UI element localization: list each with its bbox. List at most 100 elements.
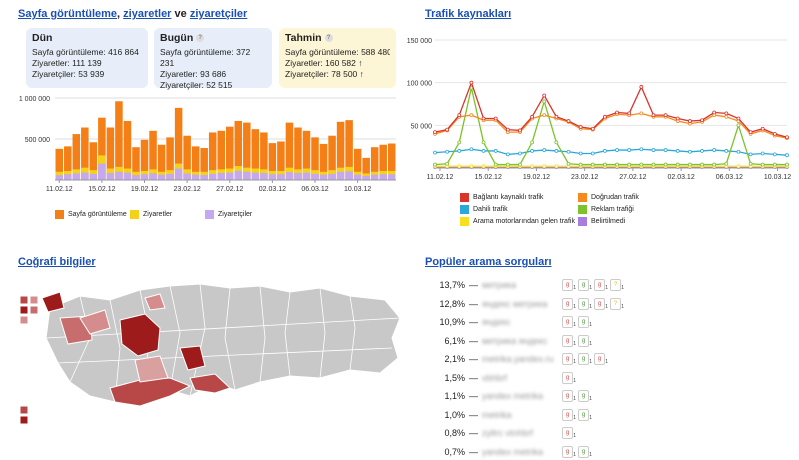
bar-visitors [115,171,123,180]
query-row[interactable]: 0,8% — zyltrc vtnhbrf g 1 [425,426,578,440]
legend-swatch [578,217,587,226]
turkey-map[interactable] [20,278,410,438]
help-icon[interactable]: ? [196,34,205,43]
bar-visitors [370,174,379,180]
bar-pageviews [328,135,336,180]
series-point [554,114,559,119]
query-row[interactable]: 1,5% — vbhbrf g 1 [425,371,578,385]
series-point [772,152,777,157]
traffic-link[interactable]: Trafik kaynakları [425,8,512,20]
traffic-legend-item[interactable]: Dahili trafik [460,205,508,214]
bar-visitors [379,174,387,180]
series-point [785,135,789,140]
query-text[interactable]: яндекс [482,317,511,327]
traffic-legend-item[interactable]: Bağlantı kaynaklı trafik [460,193,543,202]
visits-link[interactable]: ziyaretler [123,8,172,20]
query-row[interactable]: 12,8% — яндекс метрика g 1 g 1 g 1? 1 [425,297,626,311]
query-dash: — [469,317,478,327]
bar-pageviews [226,126,234,180]
bar-pageviews [174,107,183,180]
query-row[interactable]: 0,7% — yandex metrika g 1 g 1 [425,445,594,459]
traffic-legend-item[interactable]: Arama motorlarından gelen trafik [460,217,575,226]
visitors-link[interactable]: ziyaretçiler [189,8,248,20]
traffic-legend-item[interactable]: Belirtilmedi [578,217,625,226]
series-point [481,116,486,121]
query-text[interactable]: metrika [482,409,512,420]
bar-visitors [345,171,353,180]
series-point [700,162,704,167]
series-point [663,148,668,152]
help-icon[interactable]: ? [324,34,333,43]
query-percent: 10,9% [439,317,465,327]
legend-label: Sayfa görüntüleme [68,211,127,218]
query-text[interactable]: yandex metrika [482,446,544,457]
bar-visitors [302,172,311,180]
search-engine-count: 1 [589,396,592,402]
search-engine-count: 1 [573,285,576,291]
pageviews-chart: 1 000 000 500 000 11.02.12 15.02.12 19.02.12… [19,96,396,193]
search-engine-count: 1 [573,340,576,347]
geo-link[interactable]: Coğrafi bilgiler [18,256,96,268]
series-point [542,148,547,152]
bar-pageviews [89,142,98,180]
search-engine-count: 1 [605,303,608,310]
y-tick-label: 1 000 000 [19,96,50,103]
query-row[interactable]: 6,1% — метрика яндекс g 1 g 1 [425,334,594,348]
bar-visitors [328,173,336,180]
map-region-istanbul [41,291,65,313]
series-point [603,114,607,119]
traffic-legend-item[interactable]: Reklam trafiği [578,205,634,214]
bar-visitors [64,174,72,180]
queries-link[interactable]: Popüler arama sorguları [425,256,552,268]
series-point [445,149,450,154]
query-text[interactable]: метрика [482,280,517,290]
series-point [785,162,789,167]
legend-label: Bağlantı kaynaklı trafik [473,194,544,201]
legend-swatch [578,193,587,202]
series-point [505,152,510,157]
search-engine-count: 1 [573,433,576,439]
query-dash: — [469,391,478,401]
query-row[interactable]: 2,1% — metrika.yandex.ru g 1 g 1 g 1 [425,352,610,366]
search-engine-count: 1 [589,414,592,421]
pageviews-link[interactable]: Sayfa görüntüleme [18,8,118,20]
series-point [481,164,486,169]
query-dash: — [469,409,478,420]
bar-pageviews [277,141,285,180]
query-text[interactable]: яндекс метрика [482,298,548,309]
legend-label: Ziyaretçiler [218,211,253,218]
series-point [481,140,486,145]
series-point [469,147,474,152]
query-row[interactable]: 1,1% — yandex metrika g 1 g 1 [425,389,594,403]
query-text[interactable]: метрика яндекс [482,335,548,346]
bar-pageviews [362,157,370,180]
series-point [493,116,498,121]
bar-pageviews [260,132,268,180]
series-point [530,114,535,119]
bar-visitors [353,174,362,180]
bar-visitors [166,173,174,180]
series-point [566,149,571,154]
query-text[interactable]: zyltrc vtnhbrf [482,428,534,438]
query-text[interactable]: metrika.yandex.ru [482,354,554,364]
query-percent: 1,1% [444,391,465,401]
traffic-legend-item[interactable]: Doğrudan trafik [578,193,639,202]
query-row[interactable]: 1,0% — metrika g 1 g 1 [425,408,594,422]
bar-pageviews [191,146,200,180]
query-text[interactable]: vbhbrf [482,372,508,383]
bar-visitors [311,173,319,180]
legend-visitors: Ziyaretçiler [205,210,252,219]
query-row[interactable]: 13,7% — метрика g 1 g 1 g 1? 1 [425,278,626,292]
query-text[interactable]: yandex metrika [482,391,544,401]
legend-label: Dahili trafik [473,206,508,213]
map-region-ankara [119,313,161,357]
map-region-bursa [79,309,111,335]
legend-swatch [205,210,214,219]
query-row[interactable]: 10,9% — яндекс g 1 g 1 [425,315,594,329]
